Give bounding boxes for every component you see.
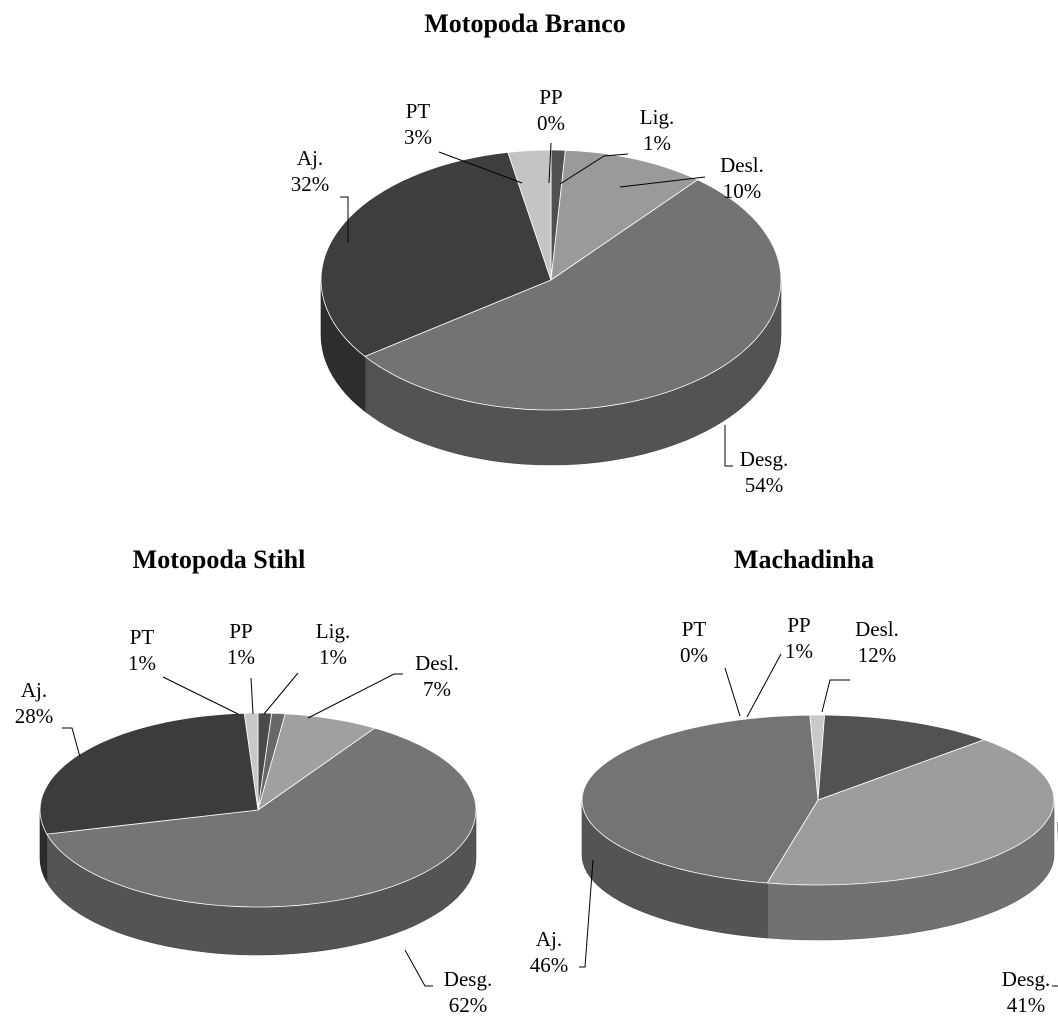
slice-value-aj: 28% (15, 704, 54, 728)
leader-line-lig (263, 672, 299, 715)
slice-label-desl: Desl. (415, 651, 459, 675)
leader-line-pp (548, 142, 552, 184)
pie-slice-aj (320, 151, 552, 357)
slice-label-aj: Aj. (21, 678, 47, 702)
pie-slice-desl (550, 149, 699, 281)
slice-value-desg: 41% (1007, 993, 1046, 1017)
slice-label-desg: Desg. (740, 447, 788, 471)
leader-line-aj (62, 727, 81, 758)
slice-value-pt: 0% (680, 643, 708, 667)
chart-title-motopoda-stihl: Motopoda Stihl (132, 545, 306, 574)
slice-value-desg: 62% (449, 993, 488, 1017)
pie-slice-pt (243, 712, 259, 811)
slice-label-aj: Aj. (297, 146, 323, 170)
slice-label-desg: Desg. (444, 967, 492, 991)
slice-value-desl: 7% (423, 677, 451, 701)
slice-value-aj: 32% (291, 172, 330, 196)
slice-label-pp: PP (539, 85, 562, 109)
pie-slice-desg (46, 727, 477, 908)
slice-label-desl: Desl. (720, 153, 764, 177)
slice-value-lig: 1% (319, 645, 347, 669)
slice-label-pp: PP (787, 613, 810, 637)
slice-label-pt: PT (130, 625, 155, 649)
slice-value-desg: 54% (745, 473, 784, 497)
leader-line-pp (250, 677, 254, 715)
slice-label-desl: Desl. (855, 617, 899, 641)
slice-value-aj: 46% (530, 953, 569, 977)
slice-label-lig: Lig. (316, 619, 350, 643)
slice-label-pt: PT (682, 617, 707, 641)
leader-line-desl (821, 679, 850, 713)
pie-slice-desg (766, 739, 1055, 886)
leader-line-pt (438, 151, 523, 184)
pie-machadinha: PP1% Desl.12% Desg.41% Aj.46% PT0% (530, 613, 1058, 1017)
pie-slice-aj (581, 714, 819, 884)
leader-line-aj (340, 196, 349, 242)
slice-label-desg: Desg. (1002, 967, 1050, 991)
pie-slice-desl (817, 714, 986, 801)
pie-slice-desl (257, 713, 376, 811)
slice-label-lig: Lig. (640, 105, 674, 129)
slice-value-lig: 1% (643, 131, 671, 155)
slice-value-desl: 10% (723, 179, 762, 203)
slice-label-aj: Aj. (536, 927, 562, 951)
leader-line-desg (724, 425, 733, 467)
leader-line-desl (307, 673, 403, 719)
slice-value-desl: 12% (858, 643, 897, 667)
pie-slice-aj (39, 712, 259, 835)
leader-line-pt (162, 676, 239, 715)
leader-line-desg (404, 949, 433, 987)
chart-title-machadinha: Machadinha (733, 545, 875, 574)
slice-value-pp: 1% (227, 645, 255, 669)
leader-line-aj (579, 859, 594, 968)
slice-value-pt: 3% (404, 125, 432, 149)
leader-line-lig (559, 153, 629, 185)
slice-label-pp: PP (229, 619, 252, 643)
chart-title-motopoda-branco: Motopoda Branco (424, 9, 626, 38)
slice-value-pt: 1% (128, 651, 156, 675)
pie-motopoda-stihl: PP1%Lig.1% Desl.7%Desg.62%Aj.28%PT1% (15, 619, 492, 1017)
slice-label-pt: PT (406, 99, 431, 123)
slice-value-pp: 1% (785, 639, 813, 663)
leader-line-desl (619, 176, 706, 188)
pie-motopoda-branco: PP0% Lig.1% Desl.10% Desg.54% Aj.32% PT3% (291, 85, 788, 497)
leader-line-pp (746, 653, 782, 718)
slice-value-pp: 0% (537, 111, 565, 135)
leader-line-desg (1052, 822, 1058, 987)
pie-slice-desg (364, 179, 782, 411)
leader-line-pt (724, 667, 741, 717)
